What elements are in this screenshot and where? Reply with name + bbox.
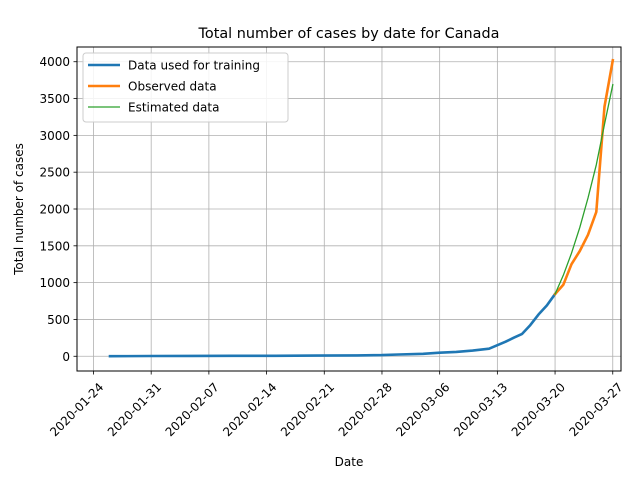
x-axis-label: Date xyxy=(335,455,364,469)
y-axis-label: Total number of cases xyxy=(12,143,26,276)
legend-item-observed-label: Observed data xyxy=(128,80,217,94)
estimated-data-line xyxy=(554,83,614,295)
y-tick-label: 1500 xyxy=(39,239,70,253)
y-tick-label: 3500 xyxy=(39,92,70,106)
y-axis-ticks: 0 500 1000 1500 2000 2500 3000 3500 4000 xyxy=(39,55,77,364)
x-tick-label: 2020-01-24 xyxy=(47,380,106,439)
observed-data-line xyxy=(553,58,615,296)
y-tick-label: 2000 xyxy=(39,203,70,217)
training-data-line xyxy=(108,292,557,358)
x-tick-label: 2020-03-06 xyxy=(393,380,452,439)
y-tick-label: 4000 xyxy=(39,55,70,69)
x-tick-label: 2020-02-07 xyxy=(163,380,222,439)
legend: Data used for training Observed data Estim… xyxy=(82,52,289,123)
legend-item-training-label: Data used for training xyxy=(128,59,260,73)
x-tick-label: 2020-03-13 xyxy=(451,380,510,439)
y-tick-label: 0 xyxy=(62,350,70,364)
x-tick-label: 2020-02-28 xyxy=(336,380,395,439)
y-tick-label: 3000 xyxy=(39,129,70,143)
series-lines xyxy=(108,58,615,358)
chart-title: Total number of cases by date for Canada xyxy=(198,26,500,42)
legend-item-estimated-label: Estimated data xyxy=(128,101,219,115)
legend-box xyxy=(82,52,289,123)
x-tick-label: 2020-02-14 xyxy=(220,380,279,439)
y-tick-label: 500 xyxy=(47,313,70,327)
x-tick-label: 2020-03-27 xyxy=(566,380,625,439)
y-tick-label: 2500 xyxy=(39,166,70,180)
x-tick-label: 2020-01-31 xyxy=(105,380,164,439)
x-axis-ticks: 2020-01-242020-01-312020-02-072020-02-14… xyxy=(47,371,626,439)
x-tick-label: 2020-02-21 xyxy=(278,380,337,439)
y-tick-label: 1000 xyxy=(39,276,70,290)
x-tick-label: 2020-03-20 xyxy=(509,380,568,439)
